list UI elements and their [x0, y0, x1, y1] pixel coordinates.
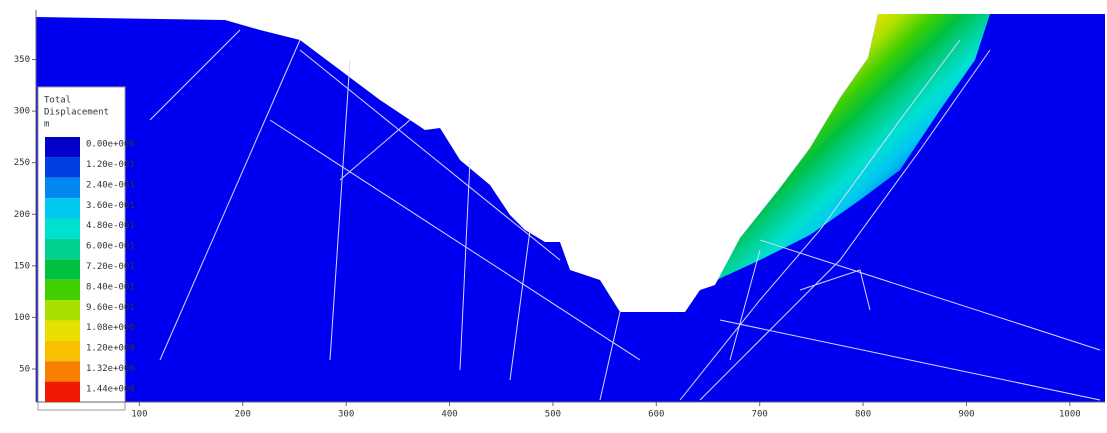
- legend-swatch: [45, 320, 80, 341]
- y-tick-label: 200: [14, 210, 30, 220]
- y-tick-label: 300: [14, 107, 30, 117]
- legend-swatch: [45, 157, 80, 178]
- legend-label: 3.60e-001: [86, 201, 135, 211]
- legend-label: 1.08e+000: [86, 323, 135, 333]
- legend-label: 9.60e-001: [86, 303, 135, 313]
- legend-title: Total: [44, 96, 71, 106]
- legend-label: 7.20e-001: [86, 262, 135, 272]
- legend-swatch: [45, 177, 80, 199]
- legend-swatch: [45, 340, 80, 362]
- legend-title: Displacement: [44, 108, 109, 118]
- legend-label: 1.44e+000: [86, 384, 135, 394]
- x-tick-label: 500: [545, 410, 561, 420]
- x-tick-label: 200: [235, 410, 251, 420]
- legend-label: 8.40e-001: [86, 282, 135, 292]
- legend-swatch: [45, 300, 80, 321]
- y-tick-label: 100: [14, 313, 30, 323]
- x-tick-label: 300: [338, 410, 354, 420]
- legend-title: m: [44, 120, 49, 130]
- legend-swatch: [45, 137, 80, 158]
- y-tick-label: 250: [14, 158, 30, 168]
- joints: [149, 29, 1101, 401]
- x-tick-label: 600: [648, 410, 664, 420]
- legend-label: 6.00e-001: [86, 242, 135, 252]
- legend-label: 1.32e+000: [86, 364, 135, 374]
- y-tick-label: 350: [14, 55, 30, 65]
- legend-swatch: [45, 259, 80, 280]
- x-tick-label: 400: [441, 410, 457, 420]
- legend-swatch: [45, 361, 80, 382]
- legend-swatch: [45, 381, 80, 402]
- x-tick-label: 100: [131, 410, 147, 420]
- y-tick-label: 50: [19, 364, 30, 374]
- legend-swatch: [45, 198, 80, 219]
- legend-swatch: [45, 279, 80, 301]
- legend-label: 1.20e+000: [86, 344, 135, 354]
- legend-swatch: [45, 218, 80, 239]
- legend-swatch: [45, 238, 80, 260]
- legend-label: 0.00e+000: [86, 140, 135, 150]
- x-tick-label: 1000: [1059, 410, 1081, 420]
- x-tick-label: 800: [855, 410, 871, 420]
- legend-label: 1.20e-001: [86, 160, 135, 170]
- x-tick-label: 900: [958, 410, 974, 420]
- slide-zone: [708, 14, 990, 284]
- x-tick-label: 700: [752, 410, 768, 420]
- valley-air: [36, 10, 1105, 312]
- legend-label: 2.40e-001: [86, 180, 135, 190]
- y-tick-label: 150: [14, 261, 30, 271]
- legend-label: 4.80e-001: [86, 221, 135, 231]
